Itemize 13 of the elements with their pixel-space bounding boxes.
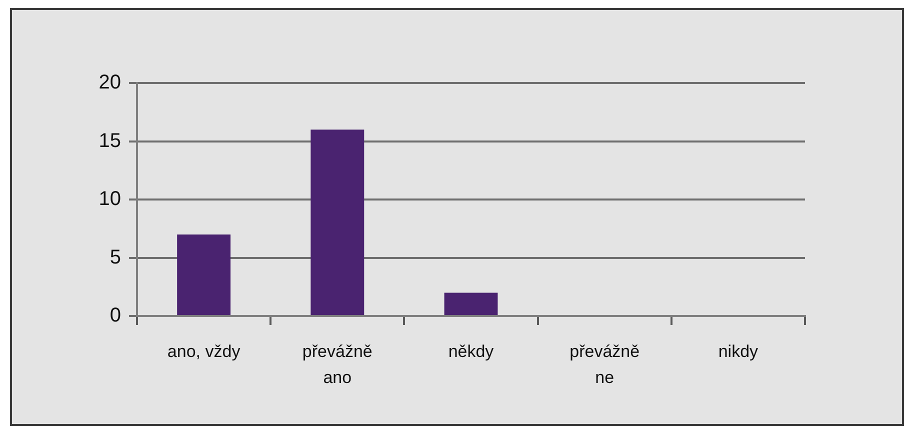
bar bbox=[177, 234, 231, 315]
x-tick-label: nikdy bbox=[718, 342, 759, 361]
y-tick-label: 15 bbox=[98, 130, 121, 152]
y-tick-label: 10 bbox=[98, 188, 121, 210]
y-tick-label: 5 bbox=[110, 246, 121, 268]
x-tick-label: převážně ne bbox=[570, 342, 640, 388]
x-tick-label: převážně ano bbox=[302, 342, 372, 388]
bar bbox=[310, 130, 364, 315]
y-tick-label: 20 bbox=[98, 72, 121, 94]
bar bbox=[444, 292, 498, 315]
x-tick-label: někdy bbox=[448, 342, 494, 361]
x-tick-label: ano, vždy bbox=[167, 342, 241, 361]
y-tick-label: 0 bbox=[110, 304, 121, 327]
